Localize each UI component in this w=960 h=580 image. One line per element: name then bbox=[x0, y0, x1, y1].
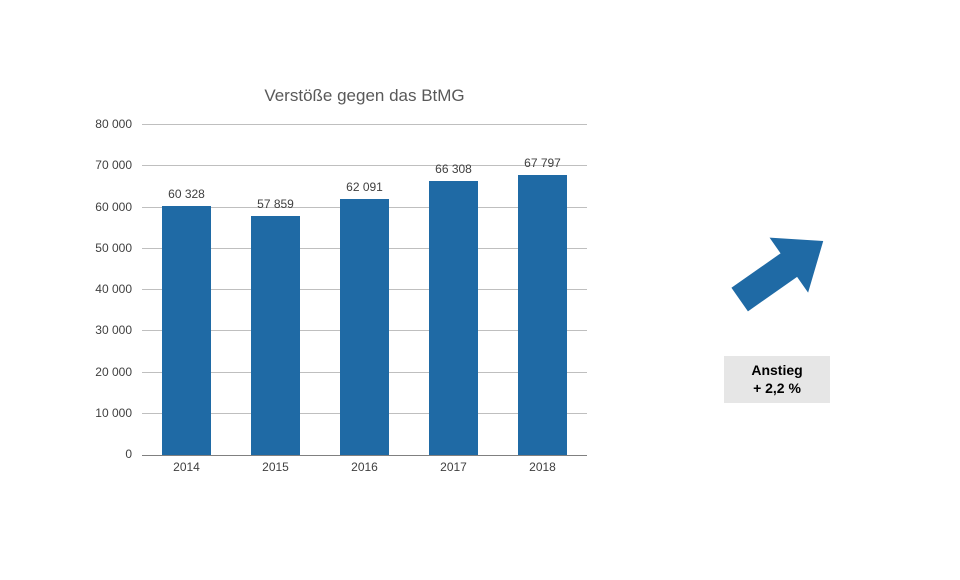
bar bbox=[251, 216, 301, 455]
y-axis-tick-label: 60 000 bbox=[72, 200, 132, 214]
y-axis-tick-label: 50 000 bbox=[72, 241, 132, 255]
chart-stage: { "chart": { "type": "bar", "title": "Ve… bbox=[0, 0, 960, 580]
bar bbox=[340, 199, 390, 455]
x-axis-tick-label: 2017 bbox=[414, 460, 494, 474]
y-axis-tick-label: 80 000 bbox=[72, 117, 132, 131]
x-axis-tick-label: 2018 bbox=[503, 460, 583, 474]
bar bbox=[429, 181, 479, 455]
bar bbox=[162, 206, 212, 455]
y-axis-tick-label: 0 bbox=[72, 447, 132, 461]
x-axis-tick-label: 2015 bbox=[236, 460, 316, 474]
trend-arrow-icon bbox=[704, 212, 854, 332]
bar-value-label: 62 091 bbox=[325, 180, 405, 194]
y-axis-tick-label: 20 000 bbox=[72, 365, 132, 379]
plot-area bbox=[142, 124, 587, 456]
x-axis-tick-label: 2014 bbox=[147, 460, 227, 474]
y-axis-tick-label: 40 000 bbox=[72, 282, 132, 296]
bar-value-label: 67 797 bbox=[503, 156, 583, 170]
bar-value-label: 57 859 bbox=[236, 197, 316, 211]
callout-box: Anstieg + 2,2 % bbox=[724, 356, 830, 403]
callout-line-2: + 2,2 % bbox=[734, 380, 820, 398]
bar bbox=[518, 175, 568, 455]
bar-value-label: 60 328 bbox=[147, 187, 227, 201]
y-axis-tick-label: 30 000 bbox=[72, 323, 132, 337]
callout-line-1: Anstieg bbox=[734, 362, 820, 380]
y-axis-tick-label: 70 000 bbox=[72, 158, 132, 172]
y-axis-tick-label: 10 000 bbox=[72, 406, 132, 420]
chart-title: Verstöße gegen das BtMG bbox=[142, 86, 587, 106]
x-axis-tick-label: 2016 bbox=[325, 460, 405, 474]
bar-value-label: 66 308 bbox=[414, 162, 494, 176]
